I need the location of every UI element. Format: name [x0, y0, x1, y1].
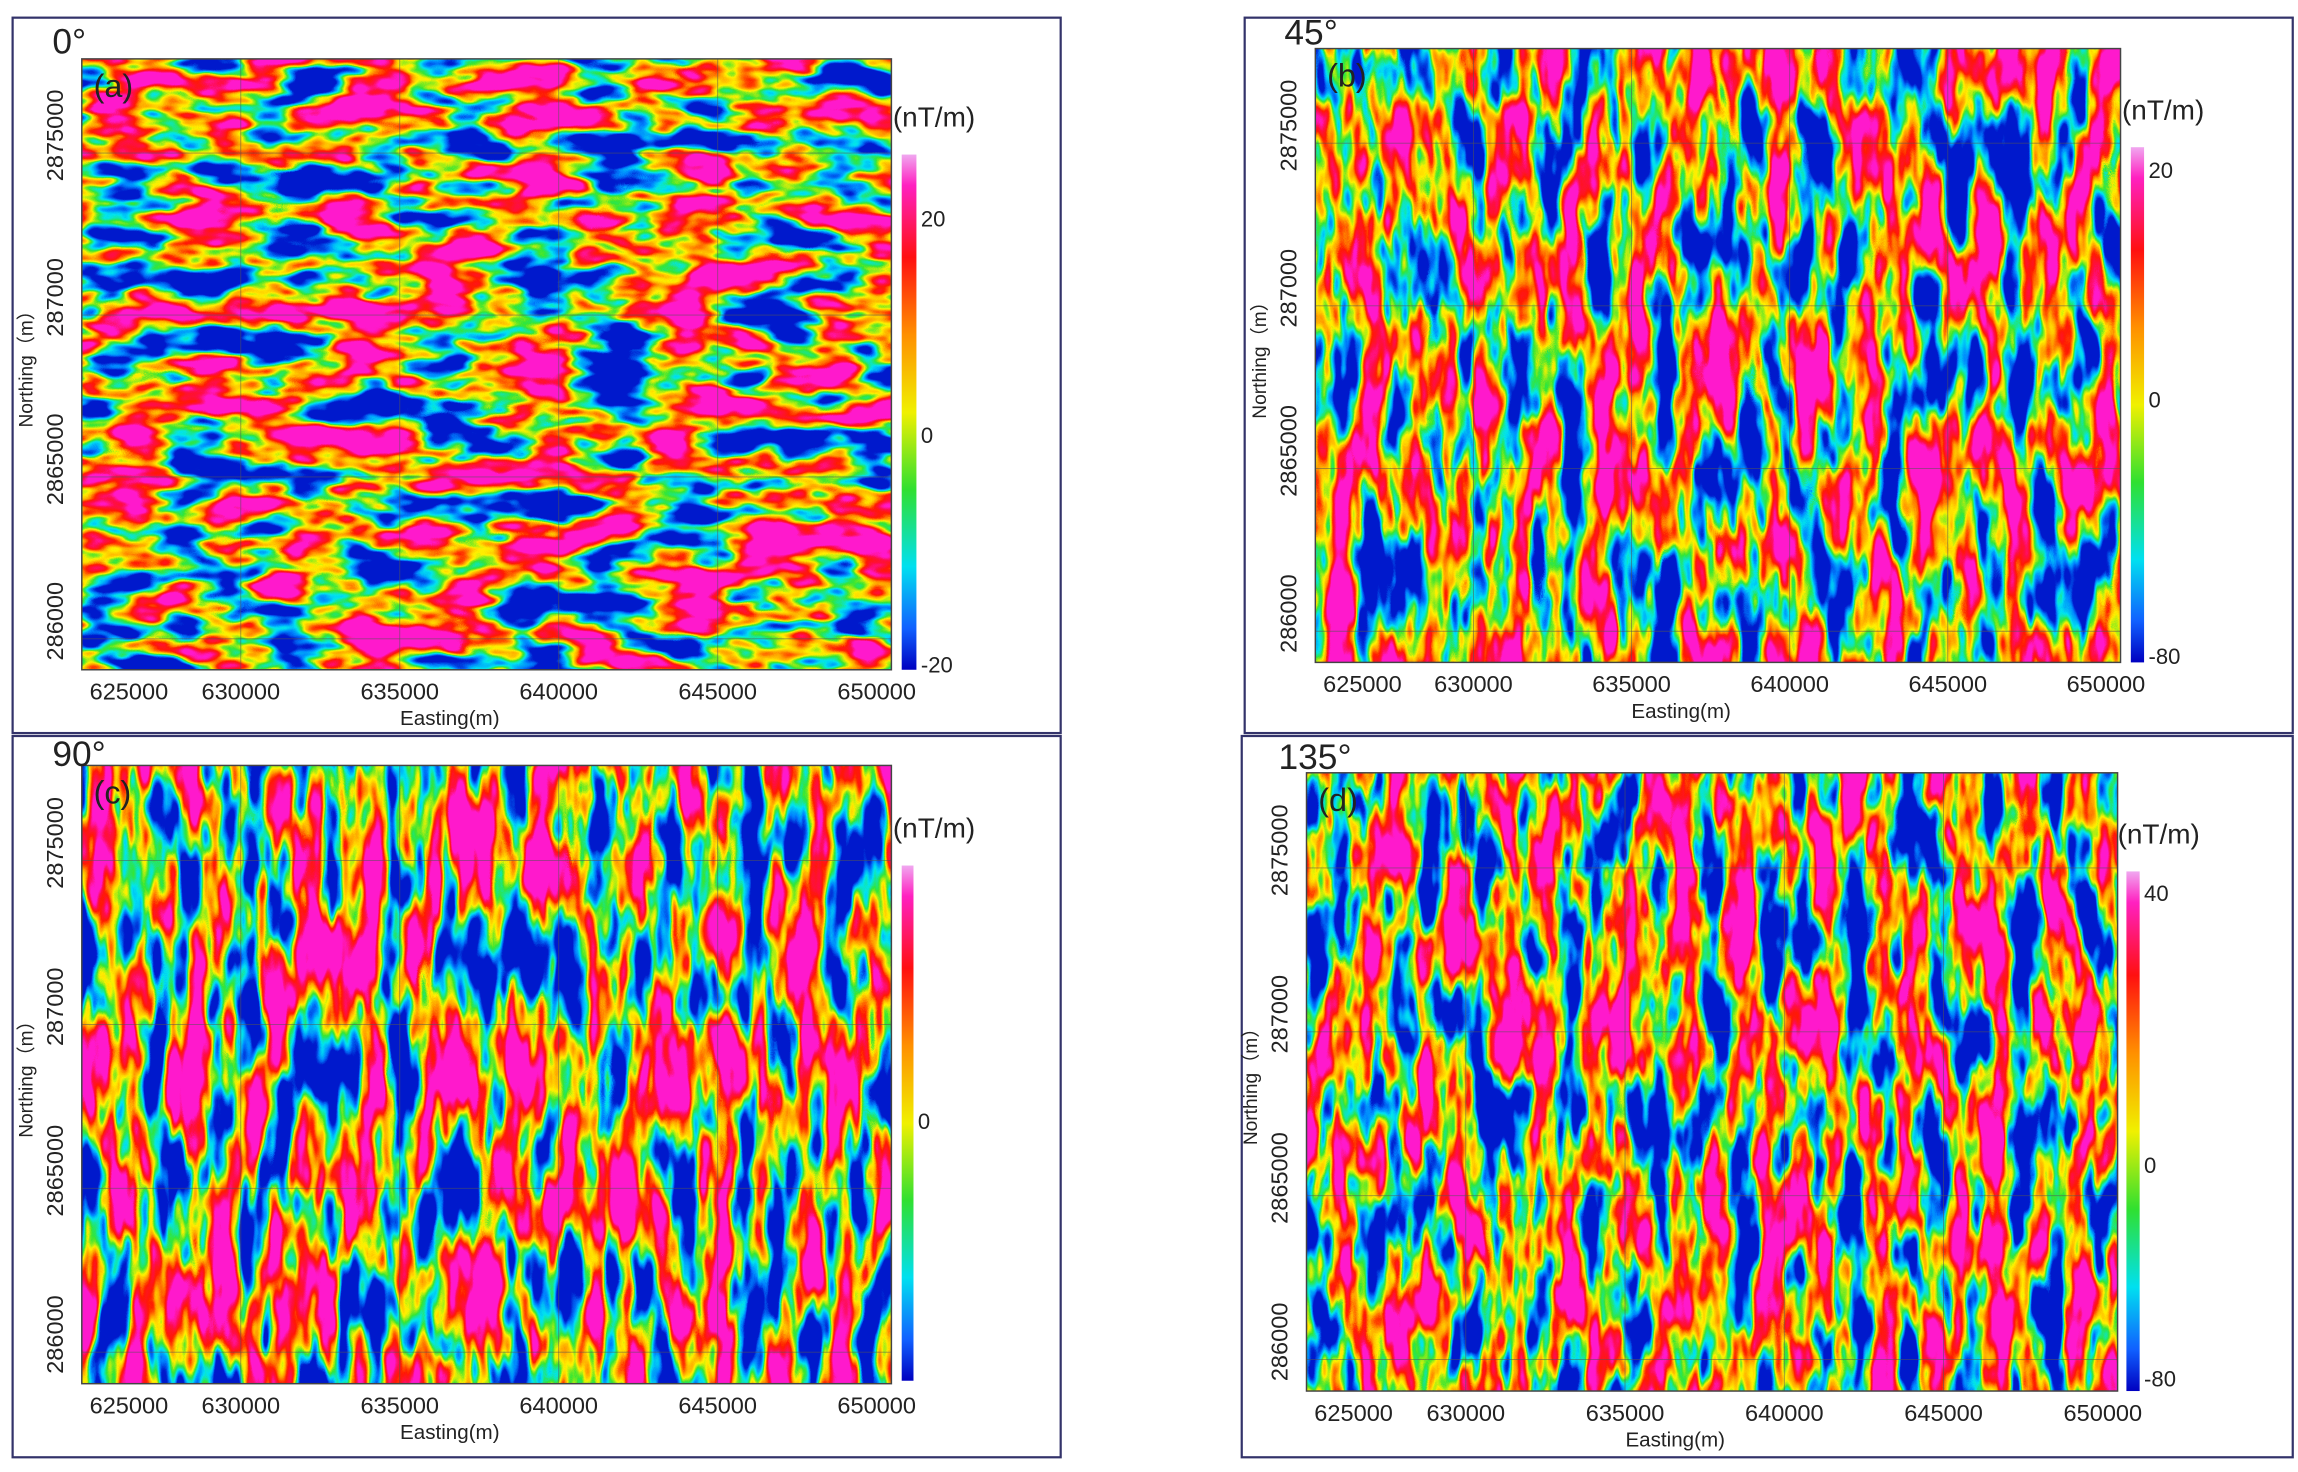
map-image: [1315, 48, 2121, 663]
panel-angle: 0°: [52, 22, 86, 61]
x-tick-label: 630000: [201, 1392, 280, 1418]
x-tick-label: 650000: [837, 1392, 916, 1418]
colorbar-tick-label: 0: [2148, 388, 2160, 413]
panel: 625000 630000 635000 640000 645000 650000 2875…: [11, 16, 1062, 735]
x-axis-title: Easting(m): [1631, 700, 1731, 723]
panel-angle: 90°: [52, 735, 105, 774]
x-tick-label: 640000: [519, 1392, 598, 1418]
x-tick-label: 645000: [1908, 671, 1987, 697]
colorbar: [901, 865, 914, 1381]
x-tick-label: 645000: [678, 679, 757, 705]
colorbar-tick-label: 40: [2144, 881, 2169, 906]
colorbar-tick-label: -80: [2148, 644, 2180, 669]
panel-frame: [1243, 16, 2294, 735]
x-axis-title: Easting(m): [1625, 1429, 1725, 1452]
x-tick-label: 635000: [1586, 1400, 1665, 1426]
panel-angle: 45°: [1284, 14, 1337, 53]
colorbar-tick-label: 20: [921, 207, 946, 232]
colorbar-tick-label: 0: [2144, 1153, 2156, 1178]
x-tick-label: 650000: [837, 679, 916, 705]
x-tick-label: 625000: [1314, 1400, 1393, 1426]
x-tick-label: 640000: [519, 679, 598, 705]
panel-label: (d): [1318, 782, 1358, 818]
y-tick-label: 2865000: [42, 413, 68, 505]
colorbar-tick-label: -20: [921, 653, 953, 678]
x-tick-label: 630000: [201, 679, 280, 705]
y-tick-label: 287000: [1267, 975, 1293, 1054]
x-tick-label: 625000: [1323, 671, 1402, 697]
y-axis-title: Northing（m）: [15, 1011, 37, 1137]
colorbar: [2126, 871, 2140, 1392]
panel-label: (c): [94, 774, 132, 810]
x-tick-label: 635000: [360, 1392, 439, 1418]
panel-frame: [11, 734, 1062, 1459]
panel-label: (a): [94, 68, 134, 104]
y-tick-label: 287000: [42, 258, 68, 337]
plot-frame: [81, 764, 893, 1385]
x-tick-label: 625000: [90, 679, 169, 705]
panel-label: (b): [1327, 58, 1367, 94]
x-tick-label: 640000: [1745, 1400, 1824, 1426]
y-axis-title: Northing（m）: [1249, 292, 1271, 418]
y-tick-label: 2875000: [1267, 804, 1293, 896]
map-image: [1306, 772, 2118, 1392]
panel-frame: [1240, 734, 2294, 1459]
x-tick-label: 645000: [1904, 1400, 1983, 1426]
y-tick-label: 286000: [1276, 574, 1302, 653]
y-tick-label: 2875000: [1276, 80, 1302, 172]
y-tick-label: 2865000: [1276, 405, 1302, 497]
x-tick-label: 635000: [360, 679, 439, 705]
y-axis-title: Northing（m）: [1240, 1019, 1262, 1145]
x-tick-label: 630000: [1426, 1400, 1505, 1426]
map-image: [81, 58, 892, 670]
panel: 625000 630000 635000 640000 645000 650000 2875…: [1243, 14, 2294, 735]
y-tick-label: 2875000: [42, 90, 68, 182]
y-tick-label: 286000: [1267, 1303, 1293, 1382]
y-tick-label: 2865000: [42, 1125, 68, 1217]
colorbar-unit: (nT/m): [2122, 94, 2204, 125]
x-tick-label: 650000: [2064, 1400, 2143, 1426]
x-tick-label: 630000: [1434, 671, 1513, 697]
colorbar-unit: (nT/m): [893, 813, 975, 844]
colorbar-unit: (nT/m): [893, 102, 975, 133]
y-tick-label: 2865000: [1267, 1132, 1293, 1224]
colorbar-tick-label: -80: [2144, 1367, 2176, 1392]
plot-frame: [1305, 772, 2119, 1392]
panel: 625000 630000 635000 640000 645000 650000 2875…: [11, 734, 1062, 1459]
x-axis-title: Easting(m): [400, 1421, 500, 1444]
y-axis-title: Northing（m）: [15, 301, 37, 427]
colorbar-tick-label: 0: [921, 423, 933, 448]
x-tick-label: 645000: [678, 1392, 757, 1418]
colorbar-tick-label: 0: [918, 1109, 930, 1134]
colorbar-unit: (nT/m): [2118, 818, 2200, 849]
x-tick-label: 625000: [90, 1392, 169, 1418]
plot-frame: [1314, 47, 2122, 664]
x-axis-title: Easting(m): [400, 707, 500, 730]
x-tick-label: 640000: [1750, 671, 1829, 697]
y-tick-label: 287000: [1276, 249, 1302, 328]
y-tick-label: 287000: [42, 967, 68, 1046]
x-tick-label: 650000: [2067, 671, 2146, 697]
x-tick-label: 635000: [1592, 671, 1671, 697]
colorbar: [901, 154, 917, 670]
colorbar: [2130, 147, 2145, 663]
map-image: [81, 765, 892, 1384]
panel-angle: 135°: [1279, 738, 1352, 777]
panel: 625000 630000 635000 640000 645000 650000 2875…: [1240, 734, 2294, 1459]
plot-frame: [81, 58, 893, 671]
y-tick-label: 286000: [42, 582, 68, 661]
y-tick-label: 2875000: [42, 797, 68, 889]
y-tick-label: 286000: [42, 1295, 68, 1374]
colorbar-tick-label: 20: [2148, 158, 2173, 183]
panel-frame: [11, 16, 1062, 735]
